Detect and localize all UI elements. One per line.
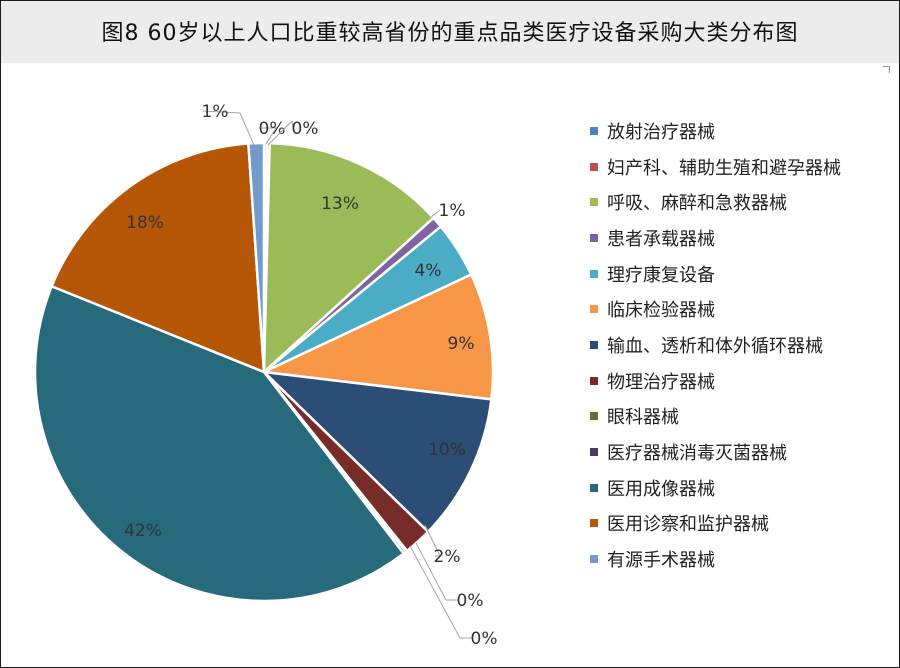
legend-item: 放射治疗器械	[590, 113, 890, 149]
pie-slice	[50, 142, 266, 374]
leader-line	[260, 127, 277, 145]
leader-line	[424, 524, 441, 557]
legend-item: 医疗器械消毒灭菌器械	[590, 434, 890, 470]
pie-slice	[259, 272, 495, 401]
pie-slice	[262, 141, 436, 375]
legend-label: 理疗康复设备	[607, 264, 715, 286]
legend-label: 呼吸、麻醉和急救器械	[607, 193, 787, 215]
slice-data-label: 1%	[202, 102, 229, 122]
legend-swatch	[590, 269, 598, 278]
legend-swatch	[590, 340, 598, 349]
legend-item: 理疗康复设备	[590, 256, 890, 292]
legend-item: 输血、透析和体外循环器械	[590, 327, 890, 363]
pie-slice	[33, 284, 406, 603]
legend-label: 物理治疗器械	[607, 371, 715, 393]
chart-area: 0% 0% 13% 1% 4% 9% 10% 2% 0% 0% 42% 18% 1%	[0, 63, 900, 668]
legend-label: 医疗器械消毒灭菌器械	[607, 443, 787, 465]
legend-item: 医用成像器械	[590, 470, 890, 506]
legend-label: 医用诊察和监护器械	[607, 514, 769, 536]
leader-line	[415, 542, 458, 601]
slice-data-label: 42%	[124, 521, 162, 541]
legend-item: 呼吸、麻醉和急救器械	[590, 184, 890, 220]
legend-item: 眼科器械	[590, 399, 890, 435]
pie-slice	[247, 141, 266, 373]
legend-label: 眼科器械	[607, 407, 679, 429]
legend-swatch	[590, 519, 598, 528]
legend-swatch	[590, 448, 598, 457]
leader-line	[429, 209, 441, 219]
slice-data-label: 18%	[126, 213, 164, 233]
legend-item: 有源手术器械	[590, 541, 890, 577]
legend-label: 放射治疗器械	[607, 121, 715, 143]
slice-data-label: 13%	[321, 194, 359, 214]
legend-label: 临床检验器械	[607, 300, 715, 322]
chart-title: 图8 60岁以上人口比重较高省份的重点品类医疗设备采购大类分布图	[101, 21, 799, 46]
leader-line	[409, 545, 472, 639]
corner-mark	[883, 66, 890, 73]
legend-label: 输血、透析和体外循环器械	[607, 335, 823, 357]
title-bar: 图8 60岁以上人口比重较高省份的重点品类医疗设备采购大类分布图	[1, 1, 899, 63]
pie-slice	[260, 370, 493, 534]
slice-data-label: 1%	[439, 201, 466, 221]
legend-item: 临床检验器械	[590, 291, 890, 327]
leader-line	[267, 119, 294, 146]
legend: 放射治疗器械妇产科、辅助生殖和避孕器械 呼吸、麻醉和急救器械 患者承载器械 理疗康复设…	[590, 113, 890, 577]
legend-swatch	[590, 162, 598, 171]
legend-swatch	[590, 376, 598, 385]
legend-swatch	[590, 555, 598, 564]
legend-swatch	[590, 198, 598, 207]
legend-label: 医用成像器械	[607, 478, 715, 500]
slice-data-label: 0%	[292, 119, 319, 139]
slice-data-label: 2%	[434, 547, 461, 567]
legend-label: 患者承载器械	[607, 228, 715, 250]
slice-data-label: 0%	[259, 119, 286, 139]
legend-swatch	[590, 126, 598, 135]
slice-data-label: 9%	[448, 334, 475, 354]
slice-data-label: 0%	[471, 629, 498, 649]
legend-item: 患者承载器械	[590, 220, 890, 256]
legend-swatch	[590, 305, 598, 314]
pie-chart: 0% 0% 13% 1% 4% 9% 10% 2% 0% 0% 42% 18% 1%	[33, 102, 498, 649]
legend-swatch	[590, 483, 598, 492]
legend-item: 妇产科、辅助生殖和避孕器械	[590, 149, 890, 185]
slice-data-label: 10%	[428, 440, 466, 460]
legend-label: 妇产科、辅助生殖和避孕器械	[607, 157, 841, 179]
legend-label: 有源手术器械	[607, 550, 715, 572]
slice-data-label: 0%	[457, 591, 484, 611]
slice-data-label: 4%	[415, 261, 442, 281]
legend-item: 医用诊察和监护器械	[590, 506, 890, 542]
leader-line	[202, 110, 255, 146]
legend-item: 物理治疗器械	[590, 363, 890, 399]
legend-swatch	[590, 233, 598, 242]
legend-swatch	[590, 412, 598, 421]
